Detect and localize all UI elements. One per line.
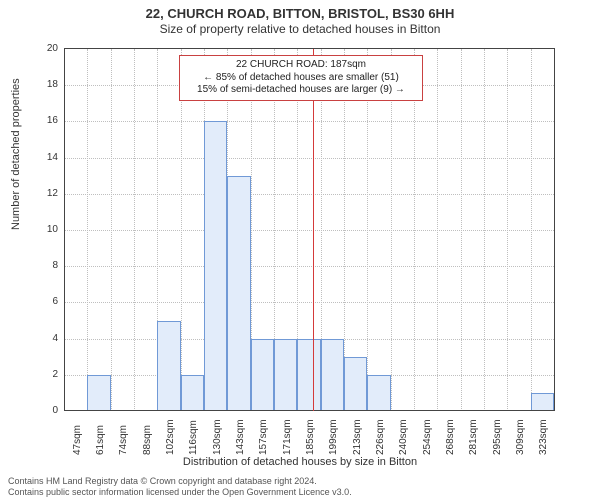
x-tick: 185sqm — [305, 419, 316, 455]
x-tick: 74sqm — [118, 425, 129, 455]
annot-line3: 15% of semi-detached houses are larger (… — [186, 84, 416, 97]
x-tick: 254sqm — [422, 419, 433, 455]
y-tick: 6 — [28, 296, 58, 307]
x-tick: 240sqm — [398, 419, 409, 455]
chart-subtitle: Size of property relative to detached ho… — [0, 21, 600, 36]
chart-area: 0246810121416182047sqm61sqm74sqm88sqm102… — [64, 48, 555, 411]
histogram-bar — [251, 339, 274, 411]
footer-line1: Contains HM Land Registry data © Crown c… — [8, 476, 352, 487]
reference-annotation: 22 CHURCH ROAD: 187sqm ← 85% of detached… — [179, 55, 423, 101]
histogram-bar — [531, 393, 554, 411]
histogram-bar — [227, 176, 250, 411]
gridline-h — [64, 194, 554, 195]
gridline-v — [507, 49, 508, 411]
x-tick: 213sqm — [352, 419, 363, 455]
y-tick: 18 — [28, 79, 58, 90]
y-tick: 0 — [28, 405, 58, 416]
gridline-h — [64, 158, 554, 159]
histogram-bar — [297, 339, 320, 411]
y-tick: 4 — [28, 333, 58, 344]
x-tick: 143sqm — [235, 419, 246, 455]
y-tick: 12 — [28, 188, 58, 199]
x-tick: 281sqm — [468, 419, 479, 455]
y-tick: 20 — [28, 43, 58, 54]
x-axis-line — [64, 410, 554, 411]
chart-title: 22, CHURCH ROAD, BITTON, BRISTOL, BS30 6… — [0, 0, 600, 21]
gridline-h — [64, 302, 554, 303]
annot-line2: ← 85% of detached houses are smaller (51… — [186, 72, 416, 85]
plot-region: 0246810121416182047sqm61sqm74sqm88sqm102… — [64, 49, 554, 411]
histogram-bar — [344, 357, 367, 411]
gridline-h — [64, 266, 554, 267]
gridline-v — [414, 49, 415, 411]
x-tick: 199sqm — [328, 419, 339, 455]
gridline-v — [437, 49, 438, 411]
x-tick: 47sqm — [72, 425, 83, 455]
x-tick: 309sqm — [515, 419, 526, 455]
x-tick: 61sqm — [95, 425, 106, 455]
histogram-bar — [204, 121, 227, 411]
gridline-v — [134, 49, 135, 411]
y-axis-line — [64, 49, 65, 411]
x-tick: 116sqm — [188, 420, 199, 455]
y-tick: 2 — [28, 369, 58, 380]
footer-attribution: Contains HM Land Registry data © Crown c… — [8, 476, 352, 498]
histogram-bar — [87, 375, 110, 411]
footer-line2: Contains public sector information licen… — [8, 487, 352, 498]
gridline-v — [367, 49, 368, 411]
x-tick: 226sqm — [375, 419, 386, 455]
histogram-bar — [367, 375, 390, 411]
x-tick: 157sqm — [258, 419, 269, 455]
gridline-v — [111, 49, 112, 411]
histogram-bar — [181, 375, 204, 411]
x-tick: 130sqm — [212, 419, 223, 455]
gridline-v — [391, 49, 392, 411]
y-tick: 16 — [28, 115, 58, 126]
y-axis-label: Number of detached properties — [10, 78, 22, 230]
y-tick: 10 — [28, 224, 58, 235]
histogram-bar — [157, 321, 180, 412]
y-tick: 14 — [28, 152, 58, 163]
gridline-v — [461, 49, 462, 411]
reference-line — [313, 49, 314, 411]
gridline-v — [181, 49, 182, 411]
gridline-h — [64, 230, 554, 231]
gridline-v — [484, 49, 485, 411]
x-tick: 88sqm — [142, 425, 153, 455]
gridline-v — [87, 49, 88, 411]
x-tick: 323sqm — [538, 419, 549, 455]
x-tick: 102sqm — [165, 419, 176, 455]
x-tick: 171sqm — [282, 419, 293, 455]
x-tick: 295sqm — [492, 419, 503, 455]
histogram-bar — [321, 339, 344, 411]
gridline-h — [64, 121, 554, 122]
histogram-bar — [274, 339, 297, 411]
annot-line1: 22 CHURCH ROAD: 187sqm — [186, 59, 416, 72]
y-tick: 8 — [28, 260, 58, 271]
gridline-v — [531, 49, 532, 411]
x-tick: 268sqm — [445, 419, 456, 455]
x-axis-label: Distribution of detached houses by size … — [0, 456, 600, 468]
